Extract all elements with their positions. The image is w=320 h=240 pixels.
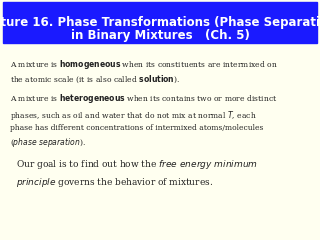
Text: in Binary Mixtures   (Ch. 5): in Binary Mixtures (Ch. 5) [71,29,249,42]
Text: A mixture is $\mathbf{homogeneous}$ when its constituents are intermixed on
the : A mixture is $\mathbf{homogeneous}$ when… [10,58,277,85]
Text: A mixture is $\mathbf{heterogeneous}$ when its contains two or more distinct
pha: A mixture is $\mathbf{heterogeneous}$ wh… [10,92,277,149]
Text: Lecture 16. Phase Transformations (Phase Separation): Lecture 16. Phase Transformations (Phase… [0,16,320,29]
FancyBboxPatch shape [3,2,317,43]
Text: Our goal is to find out how the $\mathbf{\mathit{free\ energy\ minimum}}$
$\math: Our goal is to find out how the $\mathbf… [16,158,258,189]
